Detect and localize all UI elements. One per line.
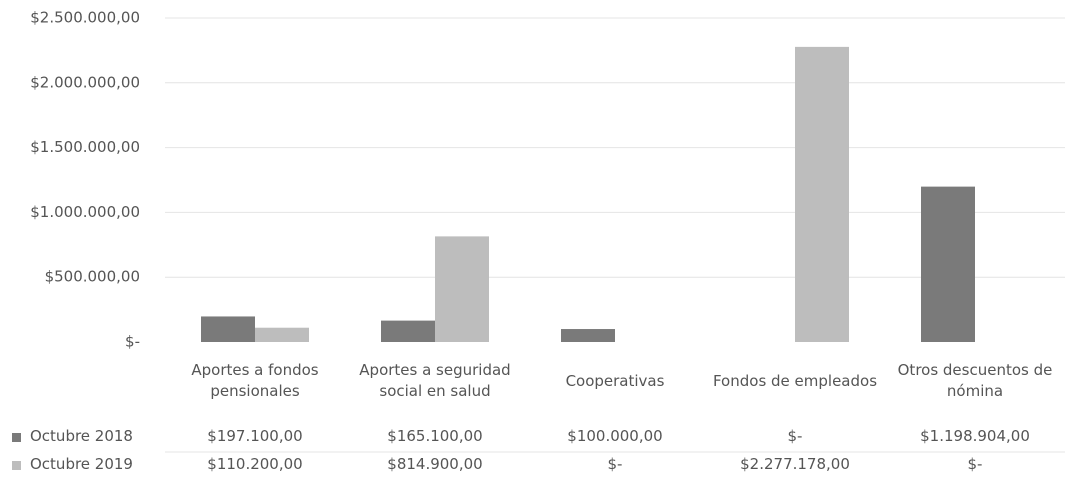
value-label: $165.100,00 bbox=[387, 427, 483, 445]
value-label: $1.198.904,00 bbox=[920, 427, 1030, 445]
legend-label: Octubre 2018 bbox=[30, 427, 133, 445]
x-tick-label: Aportes a fondos pensionales bbox=[191, 361, 319, 400]
value-label: $110.200,00 bbox=[207, 455, 303, 473]
bar bbox=[435, 236, 489, 342]
x-tick-label: Otros descuentos de nómina bbox=[897, 361, 1053, 400]
value-label: $- bbox=[787, 427, 803, 445]
legend-swatch bbox=[12, 461, 21, 470]
y-tick-label: $2.000.000,00 bbox=[30, 73, 140, 91]
bar bbox=[795, 46, 849, 342]
x-tick-label: Aportes a seguridad social en salud bbox=[359, 361, 511, 400]
bar bbox=[201, 316, 255, 342]
legend-swatch bbox=[12, 433, 21, 442]
legend-label: Octubre 2019 bbox=[30, 455, 133, 473]
bar bbox=[561, 329, 615, 342]
y-tick-label: $2.500.000,00 bbox=[30, 9, 140, 27]
value-label: $- bbox=[607, 455, 623, 473]
value-label: $814.900,00 bbox=[387, 455, 483, 473]
value-label: $100.000,00 bbox=[567, 427, 663, 445]
y-tick-label: $1.500.000,00 bbox=[30, 138, 140, 156]
value-label: $- bbox=[967, 455, 983, 473]
y-tick-label: $1.000.000,00 bbox=[30, 203, 140, 221]
value-label: $2.277.178,00 bbox=[740, 455, 850, 473]
x-tick-label: Fondos de empleados bbox=[712, 371, 878, 390]
y-tick-label: $500.000,00 bbox=[45, 268, 140, 286]
bar bbox=[255, 327, 309, 342]
y-tick-label: $- bbox=[125, 333, 140, 351]
x-tick-label: Cooperativas bbox=[565, 371, 665, 390]
value-label: $197.100,00 bbox=[207, 427, 303, 445]
bar bbox=[381, 320, 435, 342]
bar bbox=[921, 186, 975, 342]
